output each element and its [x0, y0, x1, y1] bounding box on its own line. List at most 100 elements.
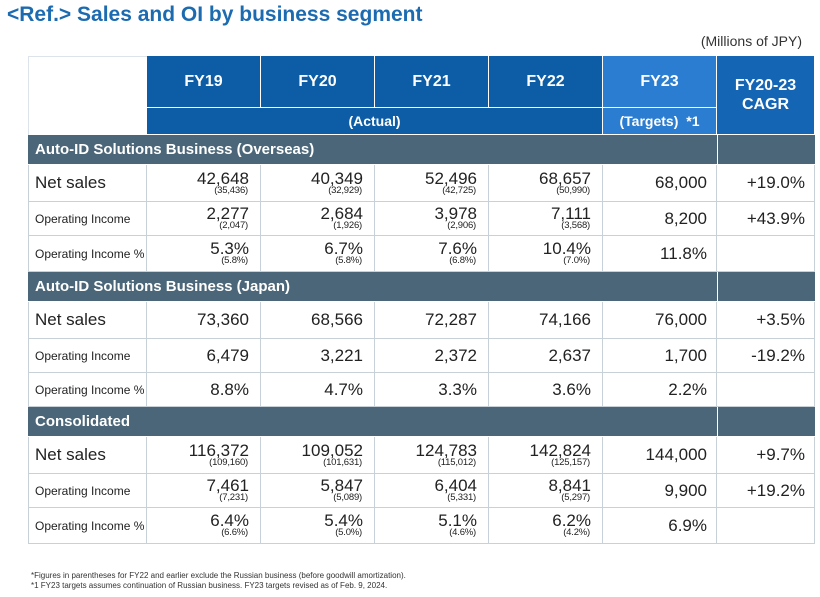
main-value: 8,841 — [548, 476, 591, 495]
row-label: Operating Income — [28, 474, 147, 508]
target-value: 9,900 — [603, 474, 717, 508]
section-cagr-cell — [717, 272, 815, 302]
cagr-value: -19.2% — [717, 339, 815, 373]
section-title: Consolidated — [28, 407, 717, 437]
main-value: 68,566 — [311, 310, 363, 329]
header-fy19: FY19 — [147, 56, 261, 108]
value-cell: 74,166 — [489, 302, 603, 339]
value-cell: 3.3% — [375, 373, 489, 407]
main-value: 3.3% — [438, 379, 477, 399]
table-row: Operating Income 6,479 3,221 2,372 2,637 1,70… — [28, 339, 815, 373]
excl-russia-value: (5,297) — [561, 492, 590, 503]
excl-russia-value: (32,929) — [328, 184, 362, 196]
row-label: Net sales — [28, 437, 147, 474]
main-value: 109,052 — [301, 440, 363, 460]
value-cell: 72,287 — [375, 302, 489, 339]
excl-russia-value: (115,012) — [437, 456, 476, 468]
row-label: Net sales — [28, 302, 147, 339]
value-cell: 5.4% (5.0%) — [261, 508, 375, 544]
main-value: 5.4% — [324, 511, 363, 530]
section-title: Auto-ID Solutions Business (Japan) — [28, 272, 717, 302]
table-row: Operating Income % 5.3% (5.8%) 6.7% (5.8%) 7.… — [28, 236, 815, 272]
header-fy22: FY22 — [489, 56, 603, 108]
table-row: Operating Income 2,277 (2,047) 2,684 (1,926)… — [28, 202, 815, 236]
main-value: 124,783 — [415, 440, 477, 460]
excl-russia-value: (5,089) — [333, 492, 362, 503]
value-cell: 116,372 (109,160) — [147, 437, 261, 474]
main-value: 2,684 — [320, 204, 363, 223]
value-cell: 8.8% — [147, 373, 261, 407]
main-value: 73,360 — [197, 310, 249, 329]
excl-russia-value: (7,231) — [219, 492, 248, 503]
value-cell: 6.7% (5.8%) — [261, 236, 375, 272]
cagr-value: +3.5% — [717, 302, 815, 339]
main-value: 42,648 — [197, 168, 249, 188]
cagr-value: +19.2% — [717, 474, 815, 508]
cagr-value — [717, 236, 815, 272]
value-cell: 142,824 (125,157) — [489, 437, 603, 474]
section-cagr-cell — [717, 135, 815, 165]
table-row: Net sales 73,360 68,566 72,287 74,166 76,000 +… — [28, 302, 815, 339]
section-header: Auto-ID Solutions Business (Japan) — [28, 272, 815, 302]
value-cell: 73,360 — [147, 302, 261, 339]
value-cell: 2,684 (1,926) — [261, 202, 375, 236]
value-cell: 109,052 (101,631) — [261, 437, 375, 474]
main-value: 40,349 — [311, 168, 363, 188]
main-value: 6.7% — [324, 239, 363, 258]
target-value: 6.9% — [603, 508, 717, 544]
value-cell: 68,657 (50,990) — [489, 165, 603, 202]
excl-russia-value: (109,160) — [209, 456, 248, 468]
header-targets-label: (Targets) — [619, 113, 679, 129]
value-cell: 7,111 (3,568) — [489, 202, 603, 236]
main-value: 2,277 — [206, 204, 249, 223]
header-fy20: FY20 — [261, 56, 375, 108]
main-value: 5.1% — [438, 511, 477, 530]
excl-russia-value: (2,906) — [447, 220, 476, 231]
main-value: 8.8% — [210, 379, 249, 399]
header-cagr: FY20-23 CAGR — [717, 56, 815, 135]
target-value: 76,000 — [603, 302, 717, 339]
section-header: Consolidated — [28, 407, 815, 437]
main-value: 74,166 — [539, 310, 591, 329]
excl-russia-value: (125,157) — [551, 456, 590, 468]
section-cagr-cell — [717, 407, 815, 437]
main-value: 4.7% — [324, 379, 363, 399]
table-row: Net sales 116,372 (109,160) 109,052 (101,631… — [28, 437, 815, 474]
main-value: 7,111 — [550, 204, 591, 223]
excl-russia-value: (5.8%) — [221, 255, 248, 266]
value-cell: 40,349 (32,929) — [261, 165, 375, 202]
table-row: Operating Income 7,461 (7,231) 5,847 (5,089)… — [28, 474, 815, 508]
header-targets-note: *1 — [686, 113, 700, 129]
main-value: 72,287 — [425, 310, 477, 329]
excl-russia-value: (4.6%) — [449, 527, 476, 538]
target-value: 68,000 — [603, 165, 717, 202]
excl-russia-value: (1,926) — [333, 220, 362, 231]
excl-russia-value: (2,047) — [219, 220, 248, 231]
value-cell: 6,404 (5,331) — [375, 474, 489, 508]
main-value: 52,496 — [425, 168, 477, 188]
target-value: 144,000 — [603, 437, 717, 474]
row-label: Operating Income % — [28, 508, 147, 544]
target-value: 11.8% — [603, 236, 717, 272]
row-label: Net sales — [28, 165, 147, 202]
section-title: Auto-ID Solutions Business (Overseas) — [28, 135, 717, 165]
value-cell: 52,496 (42,725) — [375, 165, 489, 202]
main-value: 68,657 — [539, 168, 591, 188]
value-cell: 8,841 (5,297) — [489, 474, 603, 508]
excl-russia-value: (7.0%) — [563, 255, 590, 266]
main-value: 2,637 — [548, 345, 591, 365]
target-value: 8,200 — [603, 202, 717, 236]
excl-russia-value: (6.6%) — [221, 527, 248, 538]
page-title: <Ref.> Sales and OI by business segment — [7, 3, 423, 26]
main-value: 116,372 — [188, 440, 249, 460]
main-value: 142,824 — [529, 440, 591, 460]
segment-table: FY19 FY20 FY21 FY22 FY23 FY20-23 CAGR (A… — [28, 56, 815, 544]
main-value: 3,978 — [434, 204, 477, 223]
target-value: 2.2% — [603, 373, 717, 407]
row-label: Operating Income % — [28, 373, 147, 407]
excl-russia-value: (101,631) — [323, 456, 362, 468]
excl-russia-value: (5.0%) — [335, 527, 362, 538]
excl-russia-value: (5.8%) — [335, 255, 362, 266]
value-cell: 2,372 — [375, 339, 489, 373]
value-cell: 2,277 (2,047) — [147, 202, 261, 236]
